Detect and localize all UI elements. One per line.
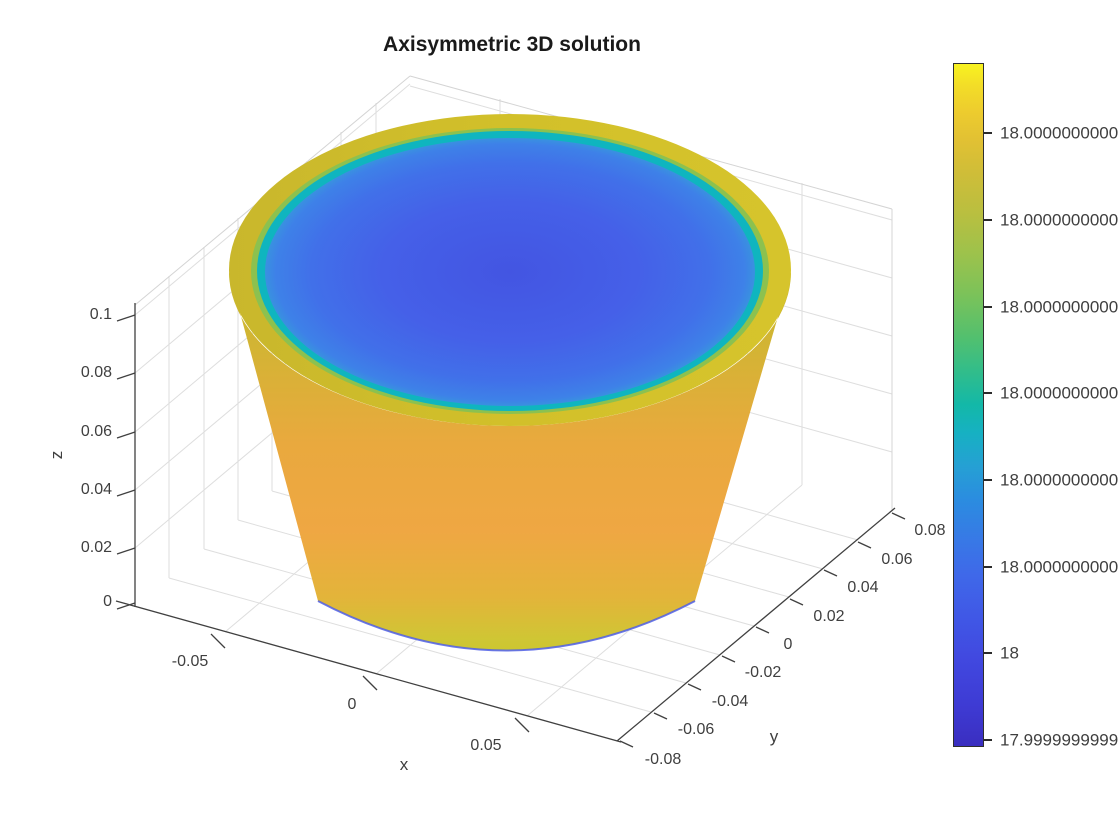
colorbar-tick-mark (984, 479, 992, 481)
z-tick-label: 0.02 (80, 539, 112, 556)
z-tick-label: 0.04 (80, 481, 112, 498)
colorbar-tick-label: 18.0000000000 (1000, 383, 1119, 403)
z-tick-label: 0.06 (80, 423, 112, 440)
colorbar-tick-label: 18.0000000000 (1000, 297, 1119, 317)
colorbar-tick-mark (984, 392, 992, 394)
bucket-bottom-edge (317, 600, 696, 652)
axis-tick-marks (116, 314, 906, 748)
colorbar-tick-label: 18.0000000000 (1000, 470, 1119, 490)
colorbar-tick-mark (984, 566, 992, 568)
y-tick-label: -0.08 (644, 751, 682, 768)
y-axis-line (616, 507, 896, 742)
colorbar-tick-mark (984, 132, 992, 134)
axis-lines (115, 303, 896, 743)
x-axis-label: x (399, 755, 409, 774)
colorbar-tick-label: 18.0000000000 (1000, 210, 1119, 230)
colorbar-tick-mark (984, 219, 992, 221)
z-tick-label: 0 (103, 593, 112, 610)
plot-title: Axisymmetric 3D solution (383, 33, 641, 56)
y-tick-label: 0.06 (881, 551, 913, 568)
colorbar-tick-label: 18.0000000000 (1000, 123, 1119, 143)
x-axis-line (115, 600, 622, 743)
colorbar-tick-label: 18 (1000, 643, 1019, 663)
y-tick-label: -0.02 (744, 664, 782, 681)
x-tick-label: 0 (347, 696, 357, 713)
y-tick-label: 0 (783, 636, 793, 653)
x-tick-label: -0.05 (171, 653, 209, 670)
bucket-top-face (265, 138, 755, 406)
bucket-outer-wall (229, 272, 791, 651)
z-tick-label: 0.1 (89, 306, 112, 323)
surface-bucket (229, 114, 791, 652)
y-tick-label: -0.06 (677, 721, 715, 738)
z-tick-label: 0.08 (80, 364, 112, 381)
y-tick-label: 0.04 (847, 579, 879, 596)
colorbar-tick-mark (984, 652, 992, 654)
colorbar-tick-mark (984, 306, 992, 308)
y-tick-label: 0.08 (914, 522, 946, 539)
colorbar-tick-label: 17.9999999999 (1000, 730, 1119, 750)
colorbar-tick-label: 18.0000000000 (1000, 557, 1119, 577)
z-axis-label: z (47, 450, 66, 460)
x-tick-label: 0.05 (470, 737, 502, 754)
y-axis-label: y (769, 727, 779, 746)
y-tick-label: -0.04 (711, 693, 749, 710)
y-tick-label: 0.02 (813, 608, 845, 625)
colorbar-tick-mark (984, 739, 992, 741)
colorbar (953, 63, 984, 747)
